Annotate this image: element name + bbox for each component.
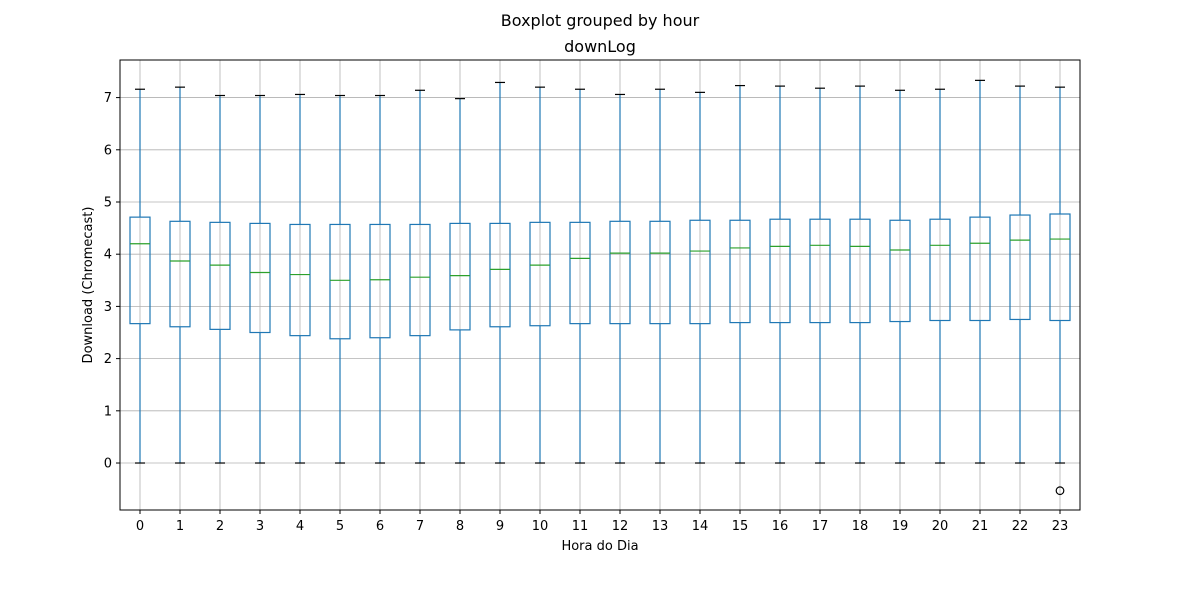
x-tick-label: 7 — [416, 519, 424, 534]
box-group — [849, 85, 871, 464]
box-body — [849, 218, 871, 324]
box-group — [1009, 85, 1031, 464]
box-group — [409, 89, 431, 464]
box-group — [449, 98, 471, 464]
box-group — [129, 88, 151, 464]
x-tick-label: 3 — [256, 519, 264, 534]
box-group — [329, 94, 351, 464]
x-tick-label: 11 — [572, 519, 589, 534]
y-tick-label: 0 — [104, 457, 112, 472]
box-body — [889, 219, 911, 323]
y-tick-label: 3 — [104, 300, 112, 315]
box-body — [689, 219, 711, 325]
y-tick-label: 7 — [104, 91, 112, 106]
y-tick-label: 1 — [104, 404, 112, 419]
box-group — [729, 84, 751, 464]
box-body — [249, 222, 271, 334]
box-body — [369, 223, 391, 339]
box-body — [969, 216, 991, 322]
x-tick-label: 2 — [216, 519, 224, 534]
box-body — [129, 216, 151, 325]
box-group — [249, 94, 271, 464]
box-group — [969, 79, 991, 464]
outlier-point — [1055, 486, 1065, 496]
x-tick-label: 19 — [892, 519, 909, 534]
box-group — [929, 88, 951, 464]
box-group — [489, 81, 511, 464]
x-tick-label: 22 — [1012, 519, 1029, 534]
box-body — [809, 218, 831, 324]
box-body — [529, 221, 551, 327]
box-body — [209, 221, 231, 330]
x-tick-label: 14 — [692, 519, 709, 534]
box-body — [729, 219, 751, 324]
y-tick-label: 2 — [104, 352, 112, 367]
plot-area-frame — [119, 59, 1081, 511]
box-body — [769, 218, 791, 324]
box-body — [609, 220, 631, 325]
x-tick-label: 6 — [376, 519, 384, 534]
x-tick-label: 8 — [456, 519, 464, 534]
y-tick-label: 4 — [104, 248, 112, 263]
y-tick-label: 6 — [104, 143, 112, 158]
box-group — [169, 86, 191, 464]
box-group — [569, 88, 591, 464]
box-group — [689, 91, 711, 464]
x-tick-label: 18 — [852, 519, 869, 534]
box-group — [289, 93, 311, 464]
chart-title: downLog — [564, 37, 636, 56]
chart-suptitle: Boxplot grouped by hour — [501, 11, 700, 30]
box-body — [409, 223, 431, 337]
x-tick-label: 0 — [136, 519, 144, 534]
x-tick-label: 13 — [652, 519, 669, 534]
x-tick-label: 5 — [336, 519, 344, 534]
x-tick-label: 15 — [732, 519, 749, 534]
box-body — [169, 220, 191, 328]
box-body — [489, 222, 511, 328]
box-group — [609, 93, 631, 464]
box-group — [649, 88, 671, 464]
x-axis-ticks: 0 1 2 3 4 5 6 7 8 9 10 11 12 13 14 15 16 17 18 19 20 21 22 23 — [136, 510, 1068, 534]
y-axis-ticks: 0 1 2 3 4 5 6 7 — [104, 91, 120, 472]
box-body — [289, 223, 311, 337]
x-tick-label: 12 — [612, 519, 629, 534]
box-body — [329, 223, 351, 340]
box-series — [129, 79, 1071, 496]
box-group — [809, 87, 831, 464]
x-tick-label: 1 — [176, 519, 184, 534]
box-body — [1009, 214, 1031, 321]
box-group — [889, 89, 911, 464]
x-tick-label: 4 — [296, 519, 304, 534]
box-body — [449, 222, 471, 331]
box-body — [649, 220, 671, 325]
box-group — [369, 94, 391, 464]
x-tick-label: 10 — [532, 519, 549, 534]
box-body — [1049, 213, 1071, 322]
box-group — [209, 94, 231, 464]
y-axis-label: Download (Chromecast) — [81, 207, 96, 364]
x-tick-label: 9 — [496, 519, 504, 534]
x-tick-label: 23 — [1052, 519, 1069, 534]
x-tick-label: 16 — [772, 519, 789, 534]
y-tick-label: 5 — [104, 195, 112, 210]
box-group — [1049, 86, 1071, 496]
box-group — [529, 86, 551, 464]
x-axis-label: Hora do Dia — [561, 539, 638, 554]
grid-lines — [120, 60, 1080, 510]
x-tick-label: 21 — [972, 519, 989, 534]
box-body — [929, 218, 951, 322]
box-body — [569, 221, 591, 325]
box-group — [769, 85, 791, 464]
x-tick-label: 17 — [812, 519, 829, 534]
x-tick-label: 20 — [932, 519, 949, 534]
